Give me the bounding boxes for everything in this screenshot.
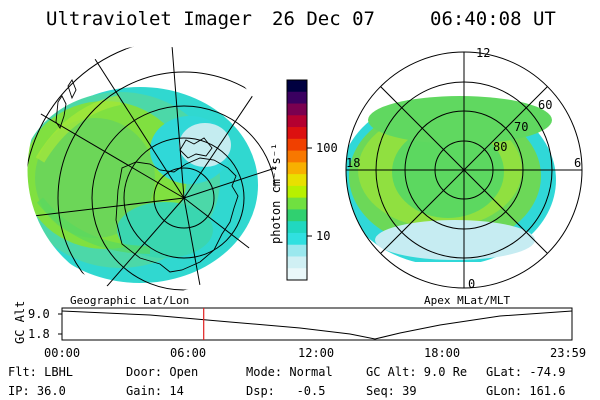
colorbar-band [287, 244, 307, 257]
lat-label-60: 60 [538, 98, 553, 112]
info-glon: GLon: 161.6 [486, 384, 566, 398]
info-door: Door: Open [126, 365, 199, 379]
timeline-xtick-1200: 12:00 [298, 346, 335, 360]
colorbar-band [287, 91, 307, 105]
colorbar-band [287, 80, 307, 93]
colorbar-band [287, 138, 307, 152]
info-gc-alt: GC Alt: 9.0 Re [366, 365, 468, 379]
colorbar [286, 79, 312, 281]
instrument-title: Ultraviolet Imager [46, 8, 252, 30]
info-gain: Gain: 14 [126, 384, 184, 398]
timeline-xtick-1800: 18:00 [424, 346, 461, 360]
colorbar-frame [286, 79, 308, 281]
info-mode: Mode: Normal [246, 365, 333, 379]
mlt-label-6: 6 [574, 156, 582, 170]
colorbar-band [287, 256, 307, 269]
timeline-ytick-label-9: 9.0 [28, 307, 50, 321]
colorbar-band [287, 115, 307, 128]
colorbar-band [287, 268, 307, 281]
right-map-caption: Apex MLat/MLT [424, 294, 511, 307]
colorbar-band [287, 209, 307, 222]
geographic-map [26, 44, 278, 296]
date-label: 26 Dec 07 [272, 8, 375, 30]
mlt-label-12: 12 [476, 46, 491, 60]
timeline-xtick-0000: 00:00 [44, 346, 81, 360]
colorbar-band [287, 197, 307, 210]
timeline-xtick-0600: 06:00 [170, 346, 207, 360]
colorbar-band [287, 103, 307, 116]
timeline-ylabel: GC Alt [13, 300, 27, 344]
timeline-plot [58, 307, 573, 341]
colorbar-label-10: 10 [316, 229, 331, 243]
time-label: 06:40:08 UT [430, 8, 556, 30]
mlt-label-0: 0 [468, 277, 476, 291]
colorbar-label-100: 100 [316, 141, 338, 155]
coastlines [55, 79, 239, 273]
info-glat: GLat: -74.9 [486, 365, 566, 379]
colorbar-unit-label: photon cm⁻²s⁻¹ [269, 142, 283, 244]
timeline-frame [61, 307, 573, 341]
apex-grid [345, 51, 583, 289]
left-map-caption: Geographic Lat/Lon [70, 294, 190, 307]
altitude-curve [62, 310, 572, 340]
colorbar-band [287, 150, 307, 163]
mlt-label-18: 18 [346, 156, 361, 170]
info-dsp: Dsp: -0.5 [246, 384, 326, 398]
colorbar-band [287, 221, 307, 234]
colorbar-gradient [287, 80, 307, 281]
info-flt: Flt: LBHL [8, 365, 74, 379]
info-seq: Seq: 39 [366, 384, 417, 398]
colorbar-band [287, 185, 307, 199]
info-ip: IP: 36.0 [8, 384, 66, 398]
colorbar-band [287, 232, 307, 246]
timeline-ytick-label-1_8: 1.8 [28, 327, 50, 341]
colorbar-band [287, 127, 307, 140]
timeline-xtick-2359: 23:59 [550, 346, 587, 360]
colorbar-band [287, 174, 307, 187]
lat-label-80: 80 [493, 140, 508, 154]
lat-label-70: 70 [514, 120, 529, 134]
colorbar-band [287, 162, 307, 175]
apex-map [345, 51, 583, 289]
